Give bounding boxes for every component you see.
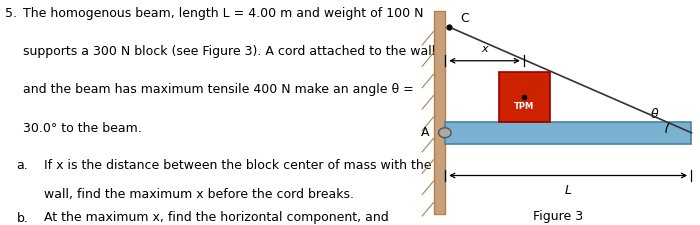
Text: a.: a. (17, 159, 29, 172)
Bar (445, 122, 692, 144)
Text: wall, find the maximum x before the cord breaks.: wall, find the maximum x before the cord… (43, 188, 354, 201)
Text: b.: b. (17, 212, 29, 225)
Text: TPM: TPM (514, 102, 534, 111)
Circle shape (439, 128, 451, 138)
Text: If x is the distance between the block center of mass with the: If x is the distance between the block c… (43, 159, 431, 172)
Text: x: x (481, 44, 488, 54)
Text: and the beam has maximum tensile 400 N make an angle θ =: and the beam has maximum tensile 400 N m… (23, 83, 414, 96)
Text: Figure 3: Figure 3 (533, 210, 583, 223)
Text: A: A (421, 126, 429, 139)
Text: B: B (699, 126, 700, 139)
Text: supports a 300 N block (see Figure 3). A cord attached to the wall: supports a 300 N block (see Figure 3). A… (23, 45, 435, 58)
Bar (433, 11, 445, 214)
Text: C: C (461, 12, 469, 25)
Bar (498, 72, 550, 122)
Text: L: L (565, 184, 572, 198)
Text: θ: θ (651, 108, 659, 121)
Text: The homogenous beam, length L = 4.00 m and weight of 100 N: The homogenous beam, length L = 4.00 m a… (23, 7, 424, 20)
Text: At the maximum x, find the horizontal component, and: At the maximum x, find the horizontal co… (43, 212, 388, 225)
Text: 30.0° to the beam.: 30.0° to the beam. (23, 122, 141, 135)
Text: 5.: 5. (6, 7, 18, 20)
